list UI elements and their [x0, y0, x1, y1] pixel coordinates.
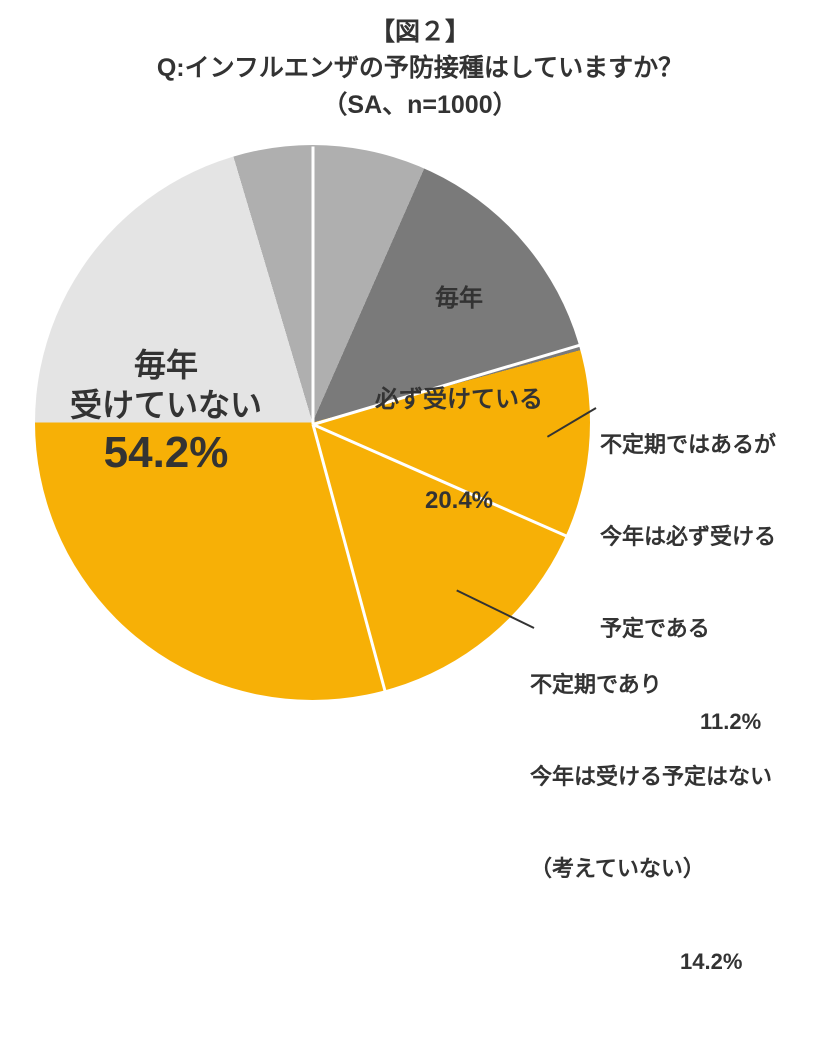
chart-title: 【図２】 Q:インフルエンザの予防接種はしていますか？ （SA、n=1000）: [0, 0, 840, 123]
title-line3: （SA、n=1000）: [322, 91, 517, 119]
callout-s0: 毎年 必ず受けている 20.4%: [375, 215, 543, 585]
callout-main: 毎年 受けていない 54.2%: [70, 345, 262, 480]
callout-s0-value: 20.4%: [375, 484, 543, 518]
title-line1: 【図２】: [370, 18, 470, 46]
callout-s2-line1: 不定期であり: [530, 670, 772, 701]
callout-s0-line2: 必ず受けている: [375, 383, 543, 417]
callout-s2: 不定期であり 今年は受ける予定はない （考えていない） 14.2%: [530, 608, 772, 1039]
callout-s2-line3: （考えていない）: [530, 854, 772, 885]
callout-main-value: 54.2%: [70, 425, 262, 480]
chart-container: 【図２】 Q:インフルエンザの予防接種はしていますか？ （SA、n=1000） …: [0, 0, 840, 811]
callout-main-line1: 毎年: [70, 345, 262, 385]
callout-s2-value: 14.2%: [530, 947, 772, 978]
callout-s1-line2: 今年は必ず受ける: [600, 522, 776, 553]
callout-s2-line2: 今年は受ける予定はない: [530, 762, 772, 793]
callout-main-line2: 受けていない: [70, 385, 262, 425]
callout-s0-line1: 毎年: [375, 282, 543, 316]
callout-s1-line1: 不定期ではあるが: [600, 430, 776, 461]
title-line2: Q:インフルエンザの予防接種はしていますか？: [157, 54, 683, 82]
